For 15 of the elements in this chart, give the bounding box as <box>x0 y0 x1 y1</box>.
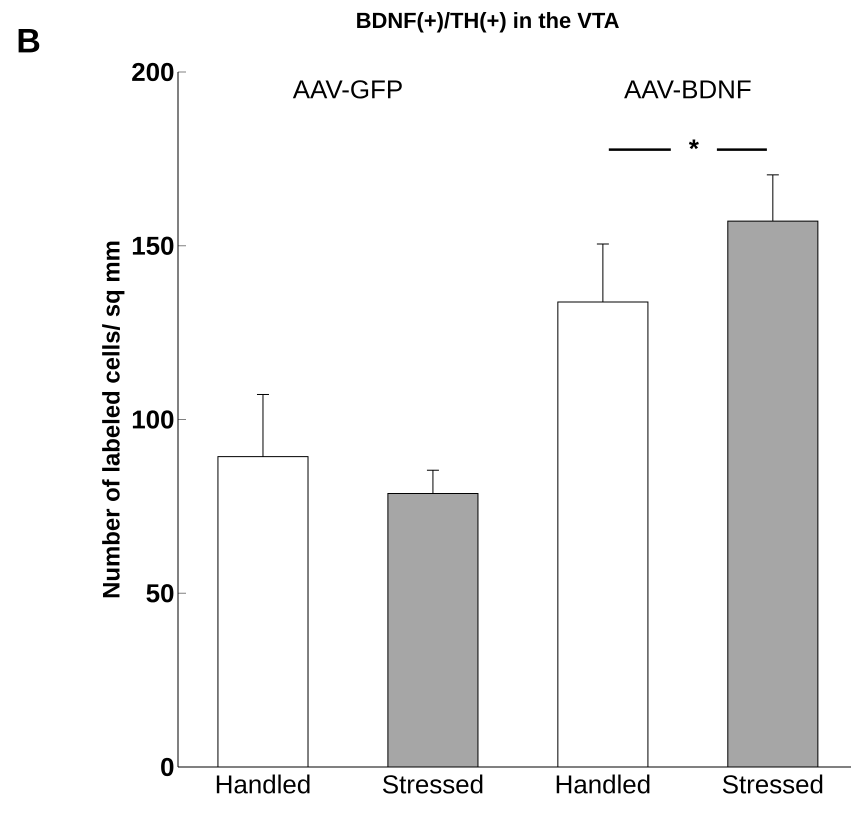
y-tick-label: 200 <box>132 62 174 82</box>
y-tick-label: 150 <box>132 236 174 255</box>
chart-title: BDNF(+)/TH(+) in the VTA <box>357 12 619 32</box>
y-tick-label: 100 <box>132 410 174 429</box>
x-tick-label: Stressed <box>722 774 822 794</box>
annotation: AAV-BDNF <box>624 80 751 98</box>
annotation: AAV-GFP <box>292 80 402 99</box>
x-tick-label: Stressed <box>382 774 482 794</box>
x-tick-label: Handled <box>216 774 310 794</box>
y-tick-label: 0 <box>161 758 174 776</box>
annotation: * <box>688 140 699 150</box>
x-tick-label: Handled <box>556 774 650 794</box>
y-axis-title: Number of labeled cells/ sq mm <box>102 242 124 598</box>
text: B <box>18 29 40 52</box>
y-tick-label: 50 <box>146 584 174 602</box>
